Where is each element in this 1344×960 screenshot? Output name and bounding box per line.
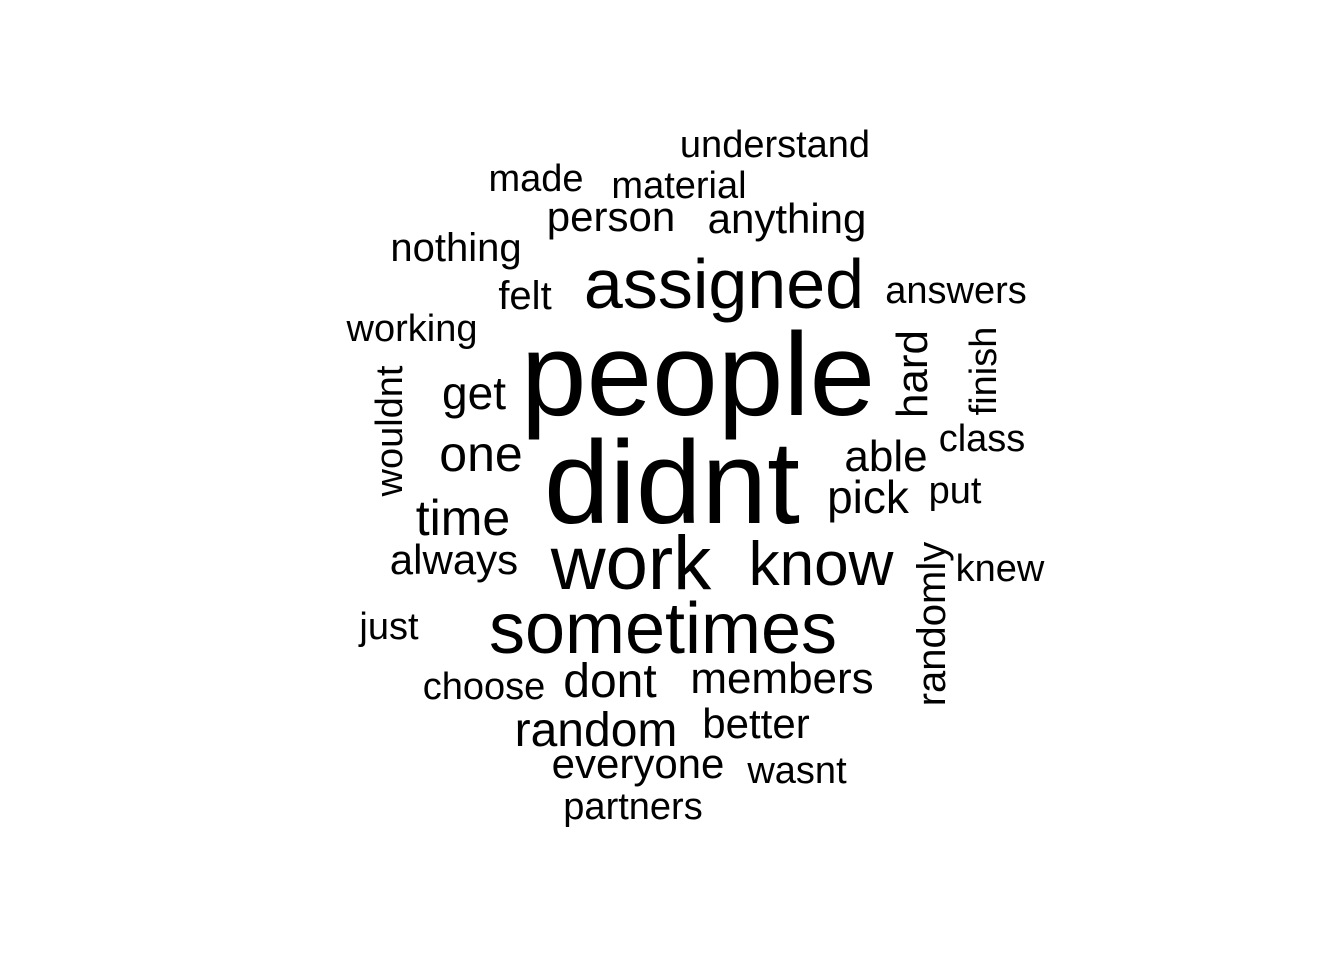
word: nothing	[390, 226, 522, 270]
word: sometimes	[488, 589, 838, 669]
word: people	[520, 309, 876, 441]
word: knew	[955, 548, 1045, 590]
word: working	[346, 308, 478, 350]
word: know	[748, 530, 894, 599]
word: hard	[888, 329, 937, 419]
word: assigned	[583, 245, 865, 323]
word: partners	[563, 786, 703, 828]
word: randomly	[910, 541, 954, 707]
word: understand	[679, 124, 871, 166]
word: get	[442, 367, 506, 419]
word: put	[928, 470, 982, 512]
word: work	[550, 521, 712, 606]
word: everyone	[551, 740, 725, 787]
word: anything	[707, 195, 867, 242]
word: pick	[827, 471, 909, 523]
word: members	[690, 654, 874, 703]
word: able	[844, 432, 928, 481]
word: felt	[498, 274, 552, 318]
word: dont	[563, 655, 657, 708]
word: time	[415, 490, 511, 546]
word: one	[439, 426, 523, 482]
word: just	[359, 606, 419, 648]
word: material	[611, 165, 747, 207]
word: wouldnt	[369, 365, 411, 497]
word: choose	[422, 666, 546, 708]
word: better	[702, 700, 810, 747]
word: made	[488, 158, 584, 200]
word: finish	[963, 326, 1005, 416]
word: wasnt	[747, 750, 847, 792]
word: class	[938, 418, 1026, 460]
word: didnt	[544, 417, 800, 549]
word: answers	[885, 270, 1027, 312]
word: person	[546, 193, 676, 240]
word: always	[389, 536, 519, 583]
word: random	[514, 704, 678, 757]
